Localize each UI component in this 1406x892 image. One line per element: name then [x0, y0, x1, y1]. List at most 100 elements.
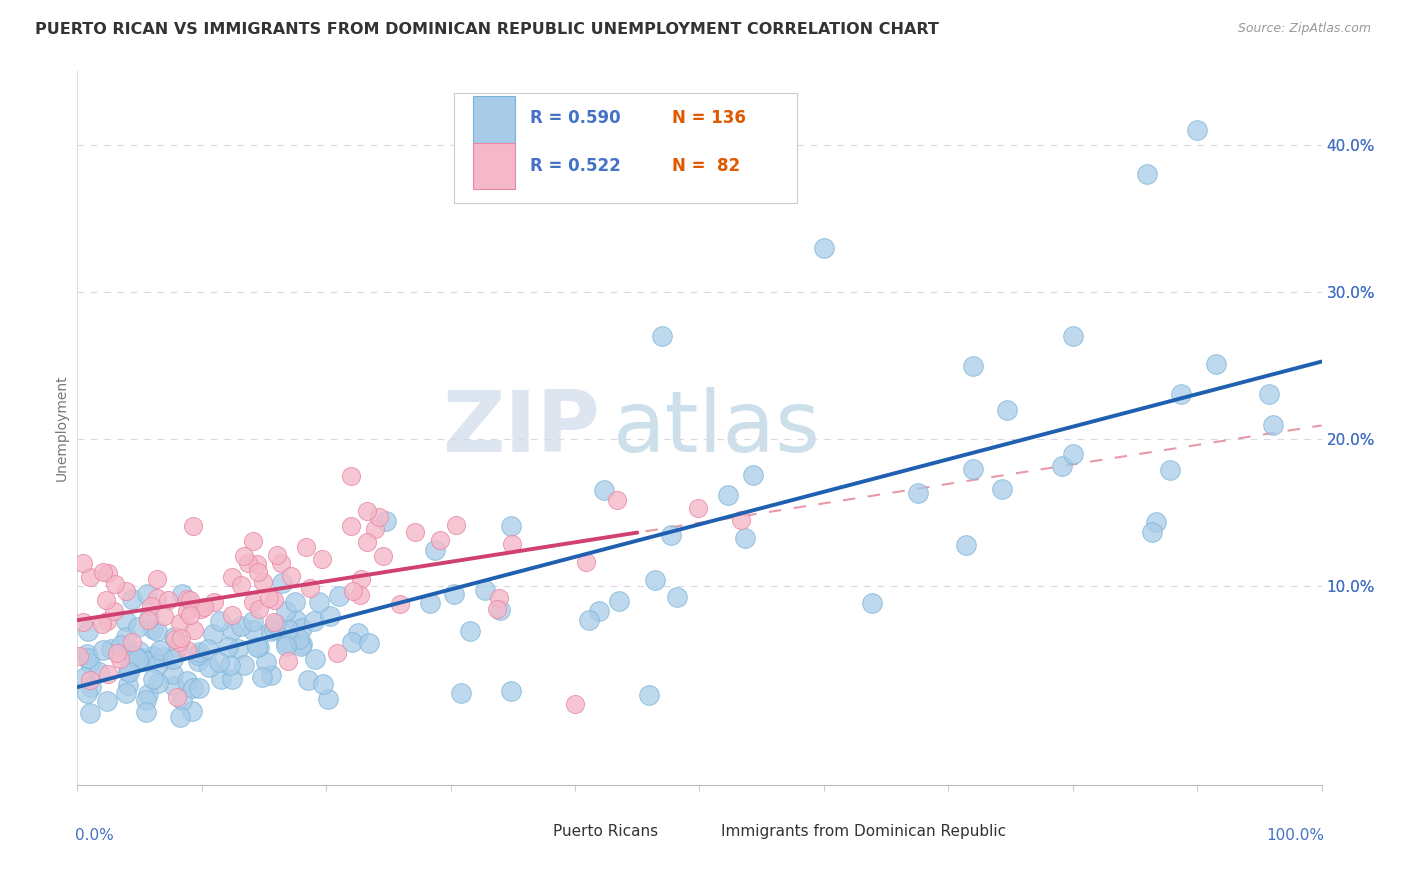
Point	[110, 652, 132, 666]
Point	[179, 607, 201, 622]
Point	[181, 519, 204, 533]
Point	[187, 648, 209, 662]
Point	[716, 488, 738, 502]
Point	[80, 680, 103, 694]
Point	[578, 613, 600, 627]
Point	[79, 673, 101, 687]
Point	[115, 584, 138, 599]
Point	[128, 643, 150, 657]
Point	[97, 667, 120, 681]
Point	[187, 654, 209, 668]
Point	[340, 469, 363, 483]
Point	[242, 595, 264, 609]
Point	[291, 621, 314, 635]
Point	[208, 655, 231, 669]
Point	[308, 595, 330, 609]
Point	[217, 640, 239, 654]
Point	[139, 599, 162, 614]
Point	[162, 667, 184, 681]
Point	[260, 624, 283, 638]
Point	[638, 688, 661, 702]
Point	[254, 655, 277, 669]
Point	[149, 643, 172, 657]
Point	[474, 582, 496, 597]
Point	[221, 570, 243, 584]
Point	[170, 631, 193, 645]
Point	[995, 403, 1018, 417]
Point	[246, 640, 269, 655]
Point	[169, 709, 191, 723]
Point	[592, 483, 614, 498]
Point	[1205, 357, 1227, 371]
Point	[373, 549, 395, 564]
Text: ZIP: ZIP	[443, 386, 600, 470]
Point	[284, 613, 307, 627]
Point	[326, 646, 349, 660]
Point	[103, 604, 125, 618]
Point	[389, 597, 412, 611]
Point	[962, 359, 984, 373]
Point	[1144, 515, 1167, 529]
Point	[72, 556, 94, 570]
Point	[499, 683, 522, 698]
Point	[127, 620, 149, 634]
Point	[962, 462, 984, 476]
Point	[291, 637, 314, 651]
FancyBboxPatch shape	[472, 143, 516, 189]
Point	[142, 623, 165, 637]
Point	[73, 670, 96, 684]
Point	[252, 575, 274, 590]
Point	[266, 548, 288, 562]
Point	[280, 568, 302, 582]
Point	[458, 624, 481, 639]
Point	[179, 593, 201, 607]
Point	[368, 510, 391, 524]
Point	[488, 603, 510, 617]
Point	[350, 572, 373, 586]
Point	[170, 587, 193, 601]
Point	[242, 614, 264, 628]
Point	[138, 611, 160, 625]
Point	[813, 241, 835, 255]
Point	[231, 619, 253, 633]
Point	[446, 517, 468, 532]
Point	[188, 681, 211, 695]
Text: Puerto Ricans: Puerto Ricans	[553, 824, 658, 838]
Point	[96, 614, 118, 628]
Point	[163, 679, 186, 693]
Point	[347, 626, 370, 640]
Point	[374, 514, 396, 528]
Point	[276, 636, 298, 650]
Point	[127, 652, 149, 666]
Point	[135, 706, 157, 720]
Point	[209, 672, 232, 686]
Point	[270, 576, 292, 591]
Point	[328, 589, 350, 603]
Point	[298, 581, 321, 595]
Point	[79, 570, 101, 584]
Point	[233, 549, 256, 563]
Point	[259, 667, 281, 681]
Point	[188, 645, 211, 659]
Point	[115, 642, 138, 657]
Point	[277, 654, 299, 668]
Point	[501, 537, 523, 551]
Point	[226, 641, 249, 656]
Point	[167, 640, 190, 655]
Point	[136, 613, 159, 627]
Point	[72, 615, 94, 630]
Point	[247, 565, 270, 579]
Point	[1062, 329, 1084, 343]
Point	[288, 632, 311, 646]
Point	[304, 652, 326, 666]
Point	[142, 672, 165, 686]
Point	[76, 685, 98, 699]
Point	[233, 658, 256, 673]
Point	[79, 706, 101, 721]
Point	[443, 587, 465, 601]
Point	[121, 591, 143, 606]
Point	[860, 596, 883, 610]
Point	[221, 607, 243, 622]
Point	[157, 592, 180, 607]
Point	[96, 694, 118, 708]
